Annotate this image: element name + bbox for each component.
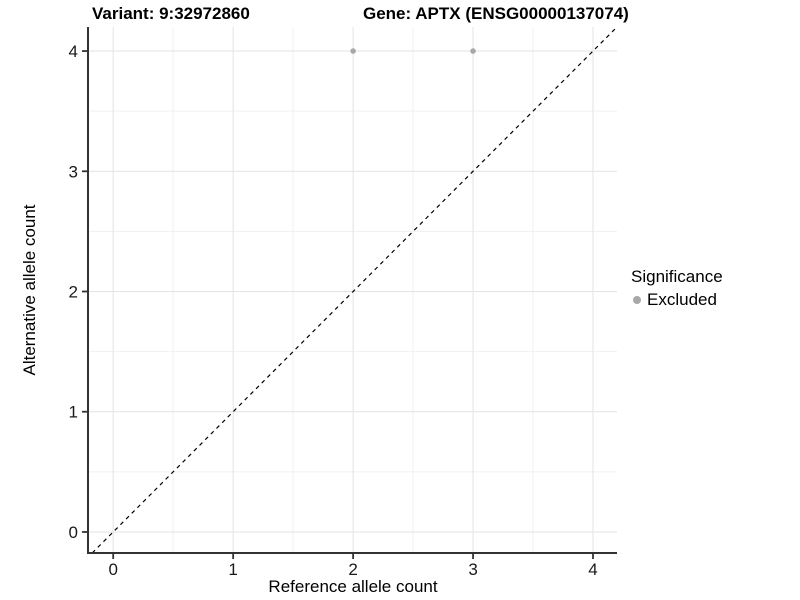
x-axis-title: Reference allele count (268, 577, 438, 596)
y-axis-title: Alternative allele count (20, 204, 39, 376)
legend: Significance Excluded (631, 267, 723, 310)
legend-item-label: Excluded (647, 290, 717, 309)
data-point (470, 48, 476, 54)
x-tick-label: 4 (588, 560, 597, 579)
y-tick-label: 0 (69, 523, 78, 542)
plot-title-gene: Gene: APTX (ENSG00000137074) (363, 4, 629, 23)
y-tick-label: 4 (69, 42, 78, 61)
excluded-circle-icon (633, 296, 641, 304)
x-tick-label: 3 (468, 560, 477, 579)
x-tick-label: 2 (348, 560, 357, 579)
plot-title-variant: Variant: 9:32972860 (92, 4, 250, 23)
data-point (350, 48, 356, 54)
y-tick-label: 3 (69, 162, 78, 181)
x-tick-label: 1 (228, 560, 237, 579)
identity-dashed-line (91, 26, 618, 554)
x-tick-label: 0 (108, 560, 117, 579)
y-tick-label: 1 (69, 403, 78, 422)
legend-item-excluded: Excluded (633, 290, 723, 310)
legend-title: Significance (631, 267, 723, 286)
y-tick-label: 2 (69, 283, 78, 302)
